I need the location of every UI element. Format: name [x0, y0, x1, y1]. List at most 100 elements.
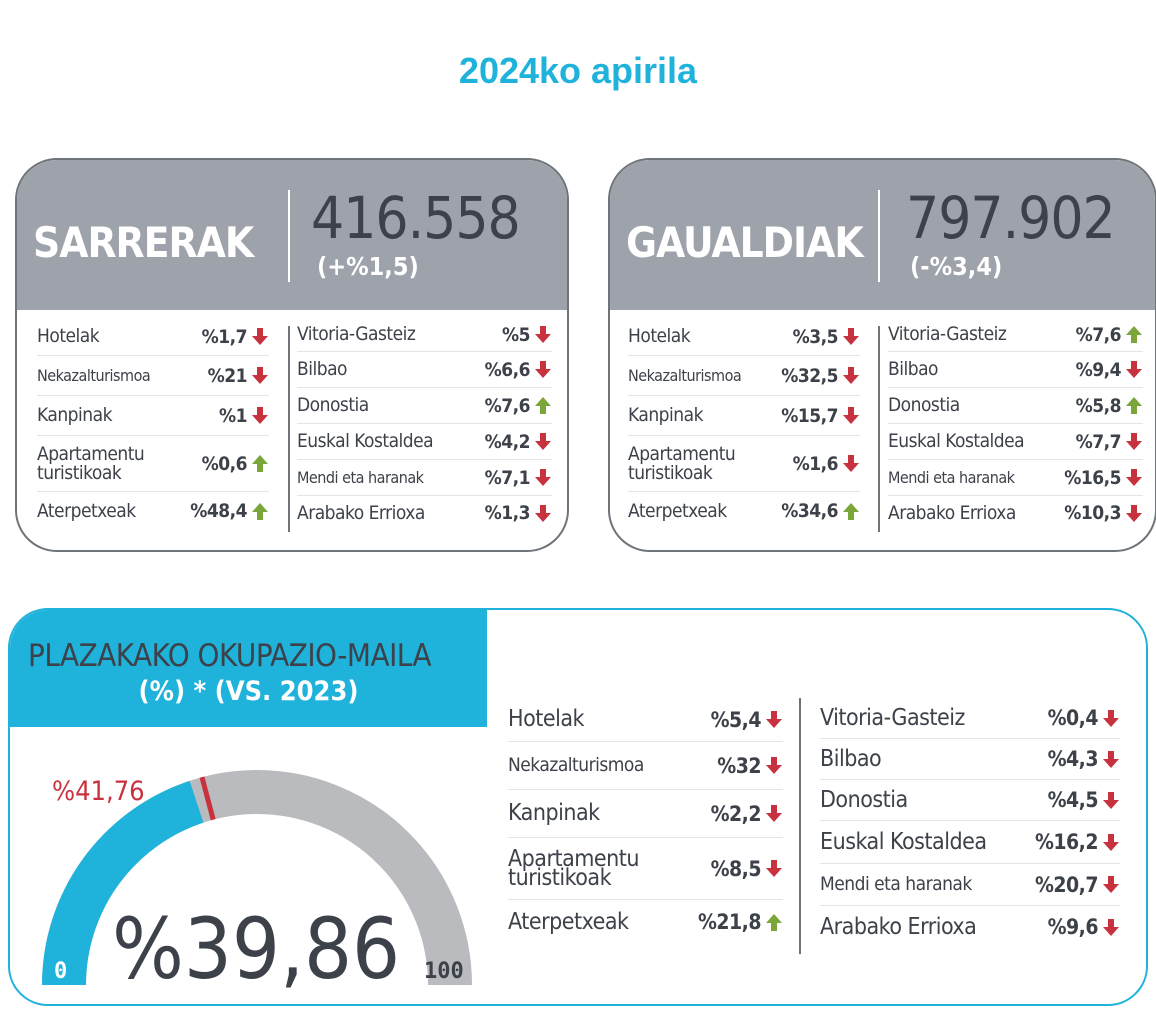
arrow-up-icon [535, 397, 551, 414]
gaualdiak-change: (-%3,4) [910, 252, 1003, 281]
occupancy-gauge: %41,76 %39,86 0 100 [42, 770, 472, 998]
arrow-down-icon [1103, 791, 1119, 809]
row-value: %2,2 [710, 801, 762, 826]
row-name: Bilbao [820, 745, 882, 772]
arrow-down-icon [535, 361, 551, 378]
zone-row: Arabako Errioxa %9,6 [820, 906, 1120, 948]
row-name: Mendi eta haranak [297, 468, 424, 487]
arrow-down-icon [843, 407, 859, 424]
row-name: Nekazalturismoa [628, 366, 742, 385]
gauge-min-label: 0 [54, 959, 67, 984]
row-value: %3,5 [792, 325, 839, 348]
type-row: Hotelak %5,4 [508, 698, 783, 742]
arrow-down-icon [843, 455, 859, 472]
arrow-down-icon [843, 367, 859, 384]
zone-row: Bilbao %4,3 [820, 739, 1120, 780]
arrow-up-icon [766, 913, 782, 931]
row-name: Kanpinak [508, 800, 600, 826]
row-name: Mendi eta haranak [820, 873, 972, 895]
zone-row: Vitoria-Gasteiz %7,6 [888, 318, 1143, 352]
zone-row: Donostia %7,6 [297, 388, 552, 424]
row-name: Bilbao [888, 358, 939, 380]
row-value: %21 [207, 364, 248, 387]
row-value: %34,6 [781, 500, 838, 522]
row-value: %20,7 [1034, 872, 1099, 897]
arrow-down-icon [252, 407, 268, 424]
sarrerak-change: (+%1,5) [317, 252, 419, 281]
row-value: %7,6 [484, 394, 531, 417]
sarrerak-header: SARRERAK 416.558 (+%1,5) [17, 160, 567, 310]
row-value: %7,1 [484, 466, 531, 489]
arrow-down-icon [766, 860, 782, 877]
page-title: 2024ko apirila [458, 50, 698, 91]
type-row: Apartamentu turistikoak %0,6 [37, 436, 269, 492]
row-name: Apartamentu turistikoak [37, 442, 145, 484]
arrow-down-icon [766, 805, 782, 822]
row-name: Mendi eta haranak [888, 468, 1015, 487]
type-row: Hotelak %1,7 [37, 318, 269, 356]
row-value: %15,7 [781, 404, 838, 427]
row-value: %4,2 [484, 430, 531, 453]
row-name: Arabako Errioxa [820, 913, 977, 940]
zone-row: Euskal Kostaldea %7,7 [888, 424, 1143, 460]
row-value: %48,4 [190, 500, 247, 522]
sarrerak-card: SARRERAK 416.558 (+%1,5) Hotelak %1,7 Nek… [15, 158, 569, 552]
row-name: Kanpinak [37, 404, 113, 426]
arrow-down-icon [535, 504, 551, 522]
gauge-previous-marker [199, 776, 216, 821]
row-name: Kanpinak [628, 404, 704, 426]
row-value: %16,2 [1034, 830, 1099, 854]
type-row: Nekazalturismoa %32 [508, 742, 783, 790]
type-row: Aterpetxeak %21,8 [508, 900, 783, 944]
okupazioa-header: PLAZAKAKO OKUPAZIO-MAILA (%) * (VS. 2023… [10, 610, 487, 727]
arrow-down-icon [252, 367, 268, 384]
row-value: %9,6 [1047, 915, 1099, 939]
gauge-value-label: %39,86 [112, 900, 400, 998]
row-value: %10,3 [1064, 502, 1121, 524]
arrow-down-icon [1126, 433, 1142, 450]
row-name: Euskal Kostaldea [888, 430, 1025, 452]
arrow-up-icon [252, 502, 268, 520]
row-name: Vitoria-Gasteiz [297, 323, 416, 345]
column-divider [799, 698, 801, 954]
row-value: %16,5 [1064, 466, 1121, 489]
arrow-down-icon [1126, 361, 1142, 378]
row-name: Bilbao [297, 358, 348, 380]
arrow-down-icon [535, 326, 551, 343]
row-name: Vitoria-Gasteiz [888, 323, 1007, 345]
arrow-up-icon [1126, 326, 1142, 343]
okupazioa-card: PLAZAKAKO OKUPAZIO-MAILA (%) * (VS. 2023… [8, 608, 1148, 1006]
row-value: %5,4 [710, 707, 762, 732]
zone-row: Bilbao %9,4 [888, 352, 1143, 388]
zone-row: Arabako Errioxa %10,3 [888, 496, 1143, 530]
row-name: Hotelak [508, 706, 584, 732]
row-name: Euskal Kostaldea [297, 430, 434, 452]
zone-row: Mendi eta haranak %20,7 [820, 864, 1120, 906]
type-row: Aterpetxeak %34,6 [628, 492, 860, 530]
arrow-down-icon [1103, 750, 1119, 768]
row-value: %0,4 [1047, 706, 1099, 730]
row-name: Euskal Kostaldea [820, 828, 987, 855]
row-value: %1 [218, 404, 248, 427]
arrow-up-icon [1126, 397, 1142, 414]
type-row: Apartamentu turistikoak %1,6 [628, 436, 860, 492]
arrow-down-icon [766, 711, 782, 728]
sarrerak-label: SARRERAK [33, 218, 254, 267]
row-name: Donostia [297, 394, 369, 416]
type-row: Kanpinak %1 [37, 396, 269, 436]
arrow-down-icon [1103, 833, 1119, 851]
row-name: Hotelak [628, 325, 691, 347]
row-value: %5 [501, 323, 531, 346]
row-value: %7,7 [1075, 430, 1122, 453]
gaualdiak-label: GAUALDIAK [626, 218, 864, 267]
row-name: Vitoria-Gasteiz [820, 704, 965, 731]
row-name: Nekazalturismoa [508, 754, 644, 776]
divider [878, 190, 880, 282]
row-name: Arabako Errioxa [297, 501, 425, 524]
type-row: Hotelak %3,5 [628, 318, 860, 356]
row-name: Arabako Errioxa [888, 501, 1016, 524]
zone-row: Mendi eta haranak %16,5 [888, 460, 1143, 496]
zone-row: Arabako Errioxa %1,3 [297, 496, 552, 530]
arrow-down-icon [1126, 504, 1142, 522]
type-row: Nekazalturismoa %32,5 [628, 356, 860, 396]
